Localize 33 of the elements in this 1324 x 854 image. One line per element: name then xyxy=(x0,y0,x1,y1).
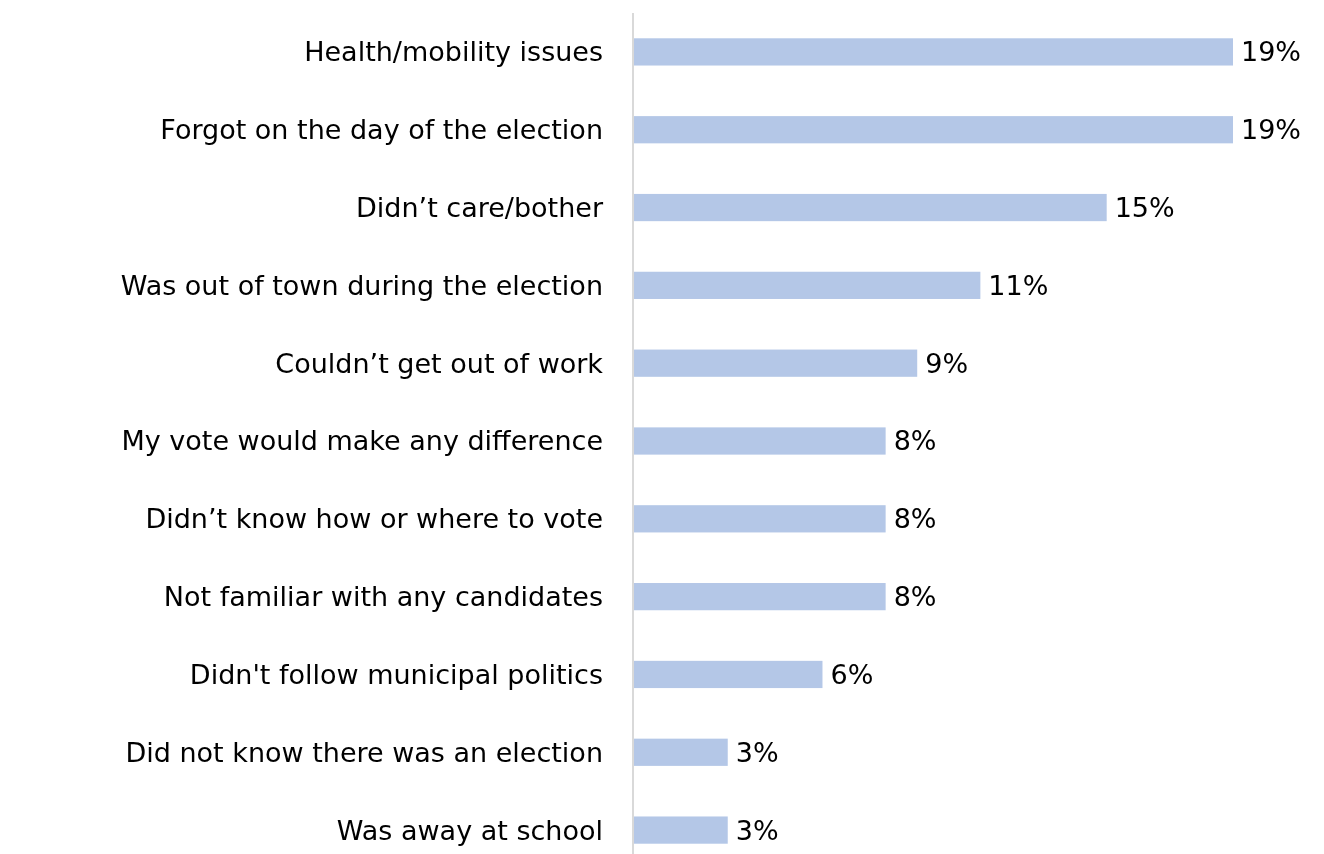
data-label: 19% xyxy=(1241,36,1302,68)
bar xyxy=(633,349,918,377)
y-tick-label: Couldn’t get out of work xyxy=(275,347,604,379)
bar xyxy=(633,505,886,533)
y-tick-label: Not familiar with any candidates xyxy=(163,581,603,613)
data-label: 9% xyxy=(925,347,969,379)
data-label: 3% xyxy=(735,736,779,768)
bar xyxy=(633,427,886,455)
data-label: 8% xyxy=(893,425,937,457)
bar xyxy=(633,583,886,611)
y-tick-label: Did not know there was an election xyxy=(125,736,603,768)
bar xyxy=(633,193,1107,222)
y-tick-label: Forgot on the day of the election xyxy=(160,114,603,146)
bar xyxy=(633,116,1233,144)
bar xyxy=(633,38,1233,66)
bar xyxy=(633,738,728,766)
y-tick-label: Was out of town during the election xyxy=(120,269,603,301)
y-tick-label: Health/mobility issues xyxy=(304,36,603,68)
y-tick-label: Didn't follow municipal politics xyxy=(189,658,603,690)
bar xyxy=(633,660,823,689)
y-tick-label: Didn’t know how or where to vote xyxy=(145,503,603,535)
data-label: 19% xyxy=(1241,114,1302,146)
y-tick-label: My vote would make any difference xyxy=(121,425,603,457)
y-tick-label: Was away at school xyxy=(336,814,603,846)
bar xyxy=(633,816,728,844)
data-label: 15% xyxy=(1114,192,1175,223)
y-tick-label: Didn’t care/bother xyxy=(356,192,604,223)
data-label: 8% xyxy=(893,503,937,535)
data-label: 11% xyxy=(988,269,1049,301)
data-label: 8% xyxy=(893,581,937,613)
bar xyxy=(633,271,981,299)
data-label: 3% xyxy=(735,814,779,846)
data-label: 6% xyxy=(830,658,874,690)
